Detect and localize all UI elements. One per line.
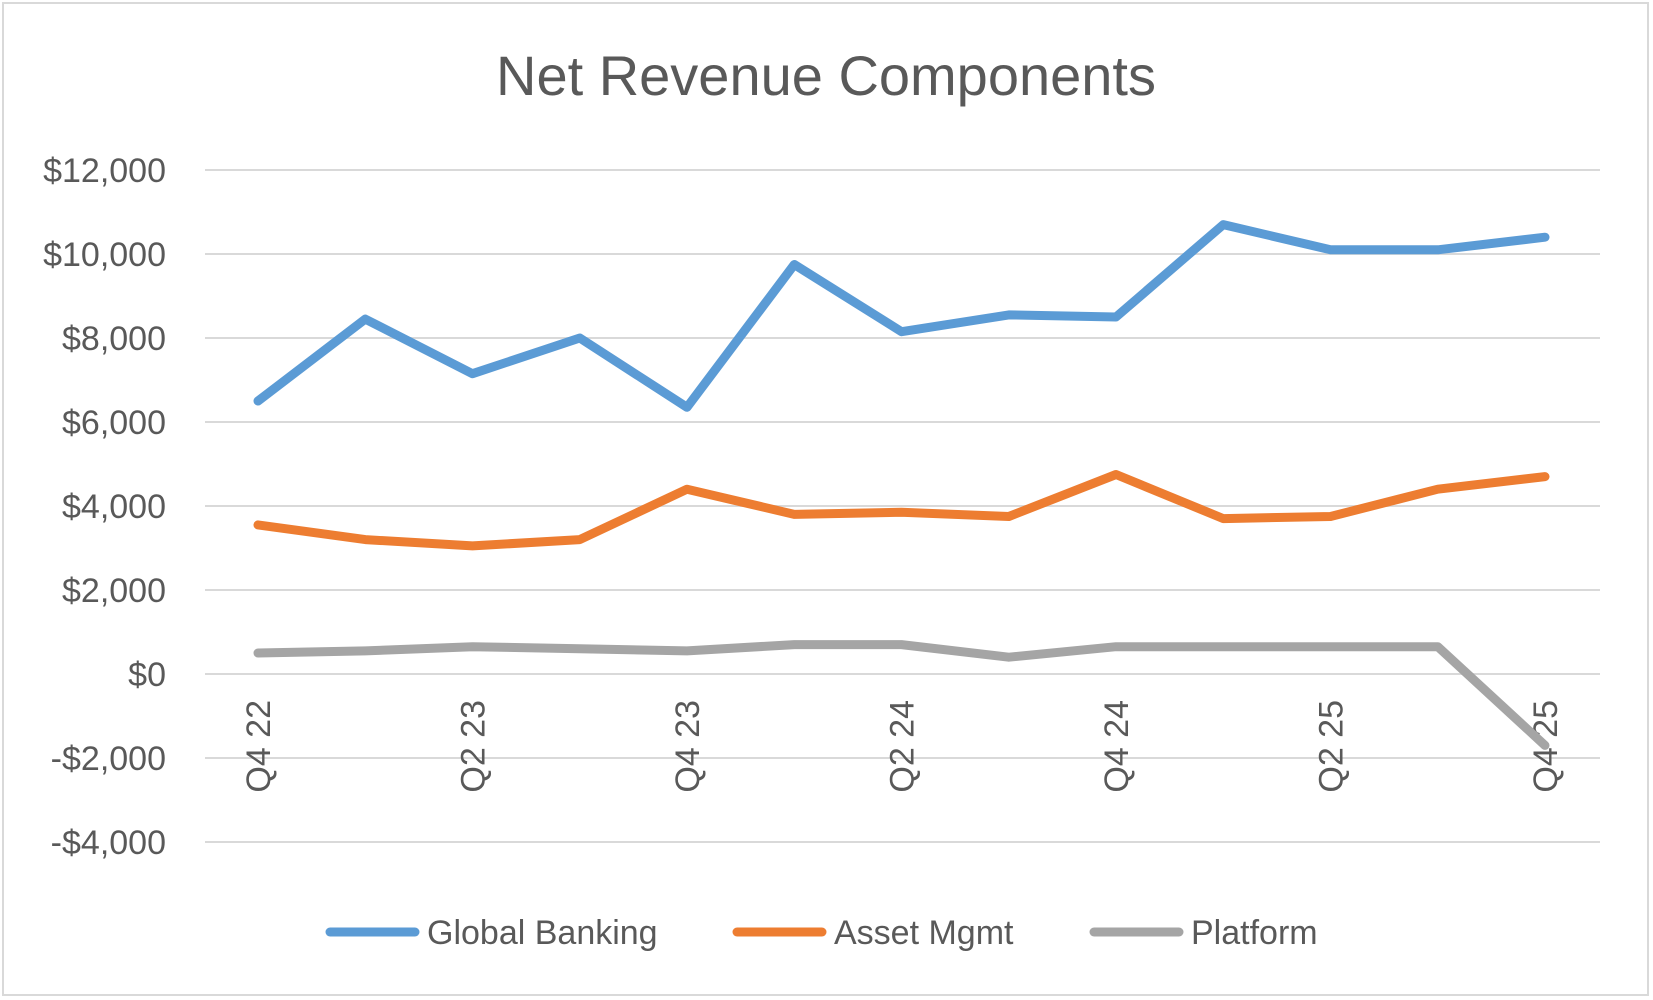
x-axis-ticks: Q4 22 Q2 23 Q4 23 Q2 24 Q4 24 Q2 25 Q4 25 (240, 700, 1565, 793)
legend-label: Global Banking (427, 914, 658, 952)
x-tick-label: Q2 24 (884, 700, 922, 793)
series-lines (253, 220, 1550, 750)
x-tick-label: Q4 22 (240, 700, 278, 793)
y-tick-label: -$2,000 (51, 740, 166, 778)
y-tick-label: $12,000 (43, 152, 166, 190)
y-axis-ticks: $12,000 $10,000 $8,000 $6,000 $4,000 $2,000 $0… (43, 152, 166, 862)
legend-label: Platform (1191, 914, 1318, 952)
y-tick-label: $10,000 (43, 236, 166, 274)
chart-title: Net Revenue Components (496, 44, 1156, 107)
x-tick-label: Q2 25 (1313, 700, 1351, 793)
y-tick-label: $0 (128, 656, 166, 694)
y-tick-label: $4,000 (62, 488, 166, 526)
series-line-global-banking (253, 220, 1550, 412)
x-tick-label: Q4 23 (669, 700, 707, 793)
legend: Global Banking Asset Mgmt Platform (325, 914, 1318, 952)
y-tick-label: $8,000 (62, 320, 166, 358)
x-tick-label: Q4 24 (1098, 700, 1136, 793)
y-tick-label: $2,000 (62, 572, 166, 610)
legend-label: Asset Mgmt (834, 914, 1014, 952)
series-line-asset-mgmt (253, 470, 1550, 551)
y-tick-label: $6,000 (62, 404, 166, 442)
gridlines (205, 169, 1600, 843)
x-tick-label: Q2 23 (455, 700, 493, 793)
y-tick-label: -$4,000 (51, 824, 166, 862)
